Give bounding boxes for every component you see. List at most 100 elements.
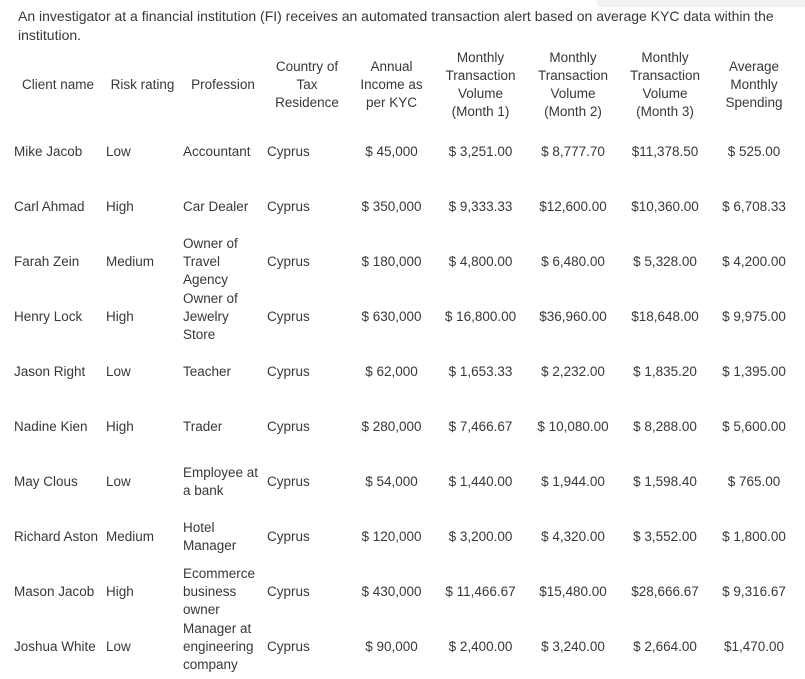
cell-average-monthly-spending: $ 9,975.00 — [722, 308, 786, 324]
cell-client-name: Jason Right — [14, 363, 86, 379]
cell-monthly-transaction-volume-month-1: $ 9,333.33 — [448, 198, 513, 214]
cell-profession: Ecommerce business owner — [183, 565, 256, 617]
cell-monthly-transaction-volume-month-2: $12,600.00 — [539, 198, 607, 214]
cell-monthly-transaction-volume-month-1: $ 1,440.00 — [448, 473, 513, 489]
cell-monthly-transaction-volume-month-2: $ 3,240.00 — [541, 638, 605, 654]
cell-profession: Manager at engineering company — [183, 620, 254, 672]
cell-country-of-tax-residence: Cyprus — [267, 363, 310, 379]
cell-client-name: Carl Ahmad — [14, 198, 85, 214]
cell-monthly-transaction-volume-month-3: $18,648.00 — [631, 308, 699, 324]
cell-monthly-transaction-volume-month-1: $ 11,466.67 — [445, 583, 516, 599]
table-row: Carl Ahmad High Car Dealer Cyprus $ 350,000 $… — [12, 179, 797, 234]
cell-country-of-tax-residence: Cyprus — [267, 473, 310, 489]
table-row: Joshua White Low Manager at engineering co… — [12, 619, 797, 674]
cell-country-of-tax-residence: Cyprus — [267, 308, 310, 324]
column-header-risk-rating: Risk rating — [110, 76, 175, 92]
table-row: Mason Jacob High Ecommerce business owner C… — [12, 564, 797, 619]
cell-annual-income-per-kyc: $ 630,000 — [361, 308, 422, 324]
cell-client-name: Henry Lock — [14, 308, 83, 324]
cell-country-of-tax-residence: Cyprus — [267, 528, 310, 544]
cell-monthly-transaction-volume-month-3: $ 2,664.00 — [633, 638, 697, 654]
column-header-average-monthly-spending: Average Monthly Spending — [725, 58, 783, 110]
table-row: May Clous Low Employee at a bank Cyprus $ 54… — [12, 454, 797, 509]
cell-average-monthly-spending: $ 6,708.33 — [722, 198, 786, 214]
table-row: Mike Jacob Low Accountant Cyprus $ 45,000 $ 3… — [12, 124, 797, 179]
column-header-monthly-transaction-volume-month-2: Monthly Transaction Volume (Month 2) — [537, 49, 609, 119]
cell-annual-income-per-kyc: $ 62,000 — [365, 363, 418, 379]
cell-monthly-transaction-volume-month-3: $28,666.67 — [631, 583, 699, 599]
cell-client-name: Farah Zein — [14, 253, 80, 269]
cell-monthly-transaction-volume-month-1: $ 7,466.67 — [448, 418, 513, 434]
cell-average-monthly-spending: $1,470.00 — [723, 638, 785, 654]
intro-paragraph: An investigator at a financial instituti… — [18, 8, 774, 43]
table-row: Nadine Kien High Trader Cyprus $ 280,000 $ 7,… — [12, 399, 797, 454]
header-row: Client name Risk rating Profession Country … — [12, 45, 797, 124]
cell-profession: Trader — [183, 418, 223, 434]
cell-monthly-transaction-volume-month-2: $ 1,944.00 — [541, 473, 605, 489]
cell-profession: Employee at a bank — [183, 464, 259, 498]
cell-profession: Car Dealer — [183, 198, 249, 214]
cell-monthly-transaction-volume-month-3: $ 8,288.00 — [633, 418, 697, 434]
table-row: Farah Zein Medium Owner of Travel Agency Cy… — [12, 234, 797, 289]
cell-annual-income-per-kyc: $ 54,000 — [365, 473, 418, 489]
kyc-table-body: Mike Jacob Low Accountant Cyprus $ 45,000 $ 3… — [12, 124, 797, 674]
cell-country-of-tax-residence: Cyprus — [267, 583, 310, 599]
column-header-monthly-transaction-volume-month-1: Monthly Transaction Volume (Month 1) — [445, 49, 516, 119]
cell-average-monthly-spending: $ 525.00 — [727, 143, 781, 159]
cell-annual-income-per-kyc: $ 350,000 — [361, 198, 422, 214]
cell-monthly-transaction-volume-month-3: $ 3,552.00 — [633, 528, 697, 544]
cell-client-name: Mike Jacob — [14, 143, 83, 159]
cell-country-of-tax-residence: Cyprus — [267, 143, 310, 159]
cell-monthly-transaction-volume-month-3: $10,360.00 — [631, 198, 699, 214]
cell-monthly-transaction-volume-month-1: $ 3,200.00 — [448, 528, 513, 544]
cell-risk-rating: High — [106, 308, 134, 324]
cell-monthly-transaction-volume-month-2: $ 4,320.00 — [541, 528, 605, 544]
cell-annual-income-per-kyc: $ 280,000 — [361, 418, 422, 434]
cell-profession: Accountant — [183, 143, 251, 159]
cell-profession: Owner of Jewelry Store — [183, 290, 238, 342]
cell-client-name: Joshua White — [14, 638, 96, 654]
cell-monthly-transaction-volume-month-1: $ 4,800.00 — [448, 253, 513, 269]
cell-risk-rating: Medium — [106, 253, 155, 269]
scan-artifact — [597, 0, 805, 7]
column-header-profession: Profession — [191, 76, 255, 92]
cell-monthly-transaction-volume-month-1: $ 3,251.00 — [448, 143, 513, 159]
cell-risk-rating: High — [106, 198, 134, 214]
kyc-table: Client name Risk rating Profession Country … — [12, 45, 797, 674]
cell-client-name: May Clous — [14, 473, 78, 489]
cell-country-of-tax-residence: Cyprus — [267, 253, 310, 269]
cell-country-of-tax-residence: Cyprus — [267, 638, 310, 654]
cell-monthly-transaction-volume-month-2: $ 2,232.00 — [541, 363, 605, 379]
cell-profession: Teacher — [183, 363, 232, 379]
cell-client-name: Richard Aston — [14, 528, 99, 544]
table-row: Henry Lock High Owner of Jewelry Store Cypr… — [12, 289, 797, 344]
cell-client-name: Mason Jacob — [14, 583, 95, 599]
cell-monthly-transaction-volume-month-1: $ 2,400.00 — [448, 638, 513, 654]
cell-average-monthly-spending: $ 1,395.00 — [722, 363, 786, 379]
cell-annual-income-per-kyc: $ 90,000 — [365, 638, 418, 654]
cell-annual-income-per-kyc: $ 430,000 — [361, 583, 422, 599]
cell-monthly-transaction-volume-month-3: $ 5,328.00 — [633, 253, 697, 269]
cell-annual-income-per-kyc: $ 45,000 — [365, 143, 418, 159]
table-row: Jason Right Low Teacher Cyprus $ 62,000 $ 1,6… — [12, 344, 797, 399]
kyc-table-head: Client name Risk rating Profession Country … — [12, 45, 797, 124]
cell-risk-rating: Medium — [106, 528, 155, 544]
cell-annual-income-per-kyc: $ 180,000 — [361, 253, 422, 269]
cell-country-of-tax-residence: Cyprus — [267, 418, 310, 434]
cell-average-monthly-spending: $ 9,316.67 — [722, 583, 786, 599]
cell-risk-rating: Low — [106, 473, 131, 489]
cell-monthly-transaction-volume-month-2: $ 8,777.70 — [541, 143, 605, 159]
cell-monthly-transaction-volume-month-3: $ 1,598.40 — [633, 473, 697, 489]
cell-average-monthly-spending: $ 765.00 — [727, 473, 781, 489]
cell-monthly-transaction-volume-month-2: $ 10,080.00 — [537, 418, 609, 434]
cell-average-monthly-spending: $ 4,200.00 — [722, 253, 786, 269]
cell-client-name: Nadine Kien — [14, 418, 88, 434]
cell-monthly-transaction-volume-month-2: $36,960.00 — [539, 308, 607, 324]
cell-country-of-tax-residence: Cyprus — [267, 198, 310, 214]
column-header-client-name: Client name — [21, 76, 95, 92]
cell-monthly-transaction-volume-month-1: $ 16,800.00 — [444, 308, 517, 324]
cell-average-monthly-spending: $ 5,600.00 — [722, 418, 786, 434]
cell-risk-rating: Low — [106, 638, 131, 654]
column-header-annual-income-per-kyc: Annual Income as per KYC — [360, 58, 423, 110]
